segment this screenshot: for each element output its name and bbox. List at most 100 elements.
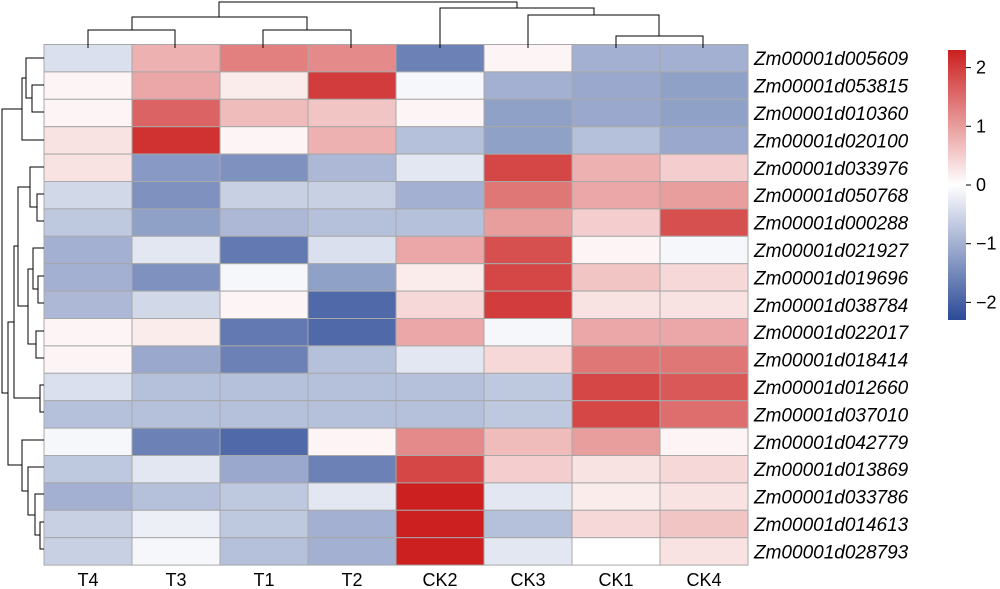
heatmap-cell	[219, 208, 309, 237]
row-dendrogram	[1, 57, 44, 550]
heatmap-cell	[395, 44, 485, 73]
heatmap-cell	[131, 208, 221, 237]
row-label: Zm00001d014613	[753, 515, 909, 536]
heatmap-cell	[131, 235, 221, 265]
heatmap-cell	[219, 153, 309, 183]
heatmap-cell	[219, 235, 309, 265]
heatmap-cell	[43, 509, 133, 539]
heatmap-cell	[571, 537, 661, 566]
heatmap-cell	[219, 263, 309, 292]
heatmap-cell	[307, 290, 397, 320]
heatmap-cell	[307, 372, 397, 402]
row-label: Zm00001d021927	[753, 241, 910, 262]
heatmap-cell	[307, 318, 397, 347]
heatmap-cell	[395, 427, 485, 457]
heatmap-cell	[131, 181, 221, 210]
row-label: Zm00001d033976	[753, 159, 909, 180]
heatmap-cell	[131, 290, 221, 320]
heatmap-cell	[307, 235, 397, 265]
heatmap-cell	[483, 455, 573, 484]
heatmap-cell	[659, 263, 749, 292]
heatmap-cell	[43, 181, 133, 210]
column-label: T1	[253, 570, 274, 589]
scale-tick-label: −2	[976, 292, 997, 312]
heatmap-cell	[131, 71, 221, 100]
heatmap-cell	[131, 400, 221, 429]
heatmap-cell	[307, 153, 397, 183]
heatmap-cell	[483, 318, 573, 347]
heatmap-cell	[219, 181, 309, 210]
heatmap-cell	[395, 235, 485, 265]
heatmap-cell	[659, 44, 749, 73]
heatmap-cell	[571, 400, 661, 429]
heatmap-cell	[571, 427, 661, 457]
heatmap-cell	[395, 98, 485, 128]
heatmap-cell	[659, 98, 749, 128]
heatmap-cell	[571, 98, 661, 128]
heatmap-cell	[571, 290, 661, 320]
heatmap-cell	[219, 482, 309, 511]
heatmap-cell	[659, 509, 749, 539]
heatmap-cell	[483, 98, 573, 128]
heatmap-cell	[43, 208, 133, 237]
row-label: Zm00001d012660	[753, 378, 909, 399]
heatmap-cell	[571, 345, 661, 374]
heatmap-cell	[131, 482, 221, 511]
row-label: Zm00001d013869	[753, 460, 909, 481]
heatmap-cell	[307, 482, 397, 511]
heatmap-cell	[131, 318, 221, 347]
heatmap-cell	[219, 400, 309, 429]
heatmap-cell	[659, 400, 749, 429]
row-label: Zm00001d020100	[753, 131, 909, 152]
heatmap-cell	[571, 455, 661, 484]
heatmap-cell	[483, 235, 573, 265]
heatmap-cell	[571, 235, 661, 265]
row-label: Zm00001d050768	[753, 186, 909, 207]
heatmap-cell	[659, 372, 749, 402]
heatmap-cell	[659, 482, 749, 511]
scale-tick-label: 1	[976, 116, 986, 136]
column-labels: T4 T3 T1 T2 CK2 CK3 CK1 CK4	[77, 570, 721, 589]
heatmap-cell	[131, 44, 221, 73]
row-label: Zm00001d028793	[753, 542, 909, 563]
heatmap-cell	[307, 181, 397, 210]
heatmap-cell	[395, 372, 485, 402]
heatmap-cell	[131, 98, 221, 128]
heatmap-cell	[219, 290, 309, 320]
heatmap-cell	[219, 318, 309, 347]
row-label: Zm00001d019696	[753, 268, 909, 289]
heatmap-cell	[131, 345, 221, 374]
heatmap-cell	[43, 455, 133, 484]
heatmap-cell	[571, 181, 661, 210]
heatmap-cell	[659, 235, 749, 265]
heatmap-cell	[659, 427, 749, 457]
heatmap-cell	[483, 372, 573, 402]
heatmap-cell	[43, 263, 133, 292]
heatmap-cell	[395, 181, 485, 210]
scale-tick-label: 0	[976, 175, 986, 195]
heatmap-cell	[131, 263, 221, 292]
heatmap-cell	[307, 208, 397, 237]
heatmap-cell	[395, 482, 485, 511]
heatmap-cell	[659, 126, 749, 155]
heatmap-cell	[659, 318, 749, 347]
heatmap-cell	[659, 345, 749, 374]
heatmap-cell	[659, 537, 749, 566]
heatmap-cell	[395, 455, 485, 484]
column-label: CK4	[686, 570, 721, 589]
heatmap-cell	[307, 509, 397, 539]
heatmap-cell	[307, 537, 397, 566]
heatmap-cell	[395, 290, 485, 320]
row-label: Zm00001d033786	[753, 488, 909, 509]
heatmap-cell	[131, 427, 221, 457]
heatmap-cell	[43, 400, 133, 429]
heatmap-cell	[483, 126, 573, 155]
heatmap-cell	[131, 372, 221, 402]
heatmap-cell	[395, 153, 485, 183]
heatmap-cell	[307, 345, 397, 374]
heatmap-cell	[483, 44, 573, 73]
heatmap-cell	[571, 126, 661, 155]
row-label: Zm00001d038784	[753, 296, 908, 317]
row-label: Zm00001d018414	[753, 351, 908, 372]
heatmap-cell	[219, 71, 309, 100]
